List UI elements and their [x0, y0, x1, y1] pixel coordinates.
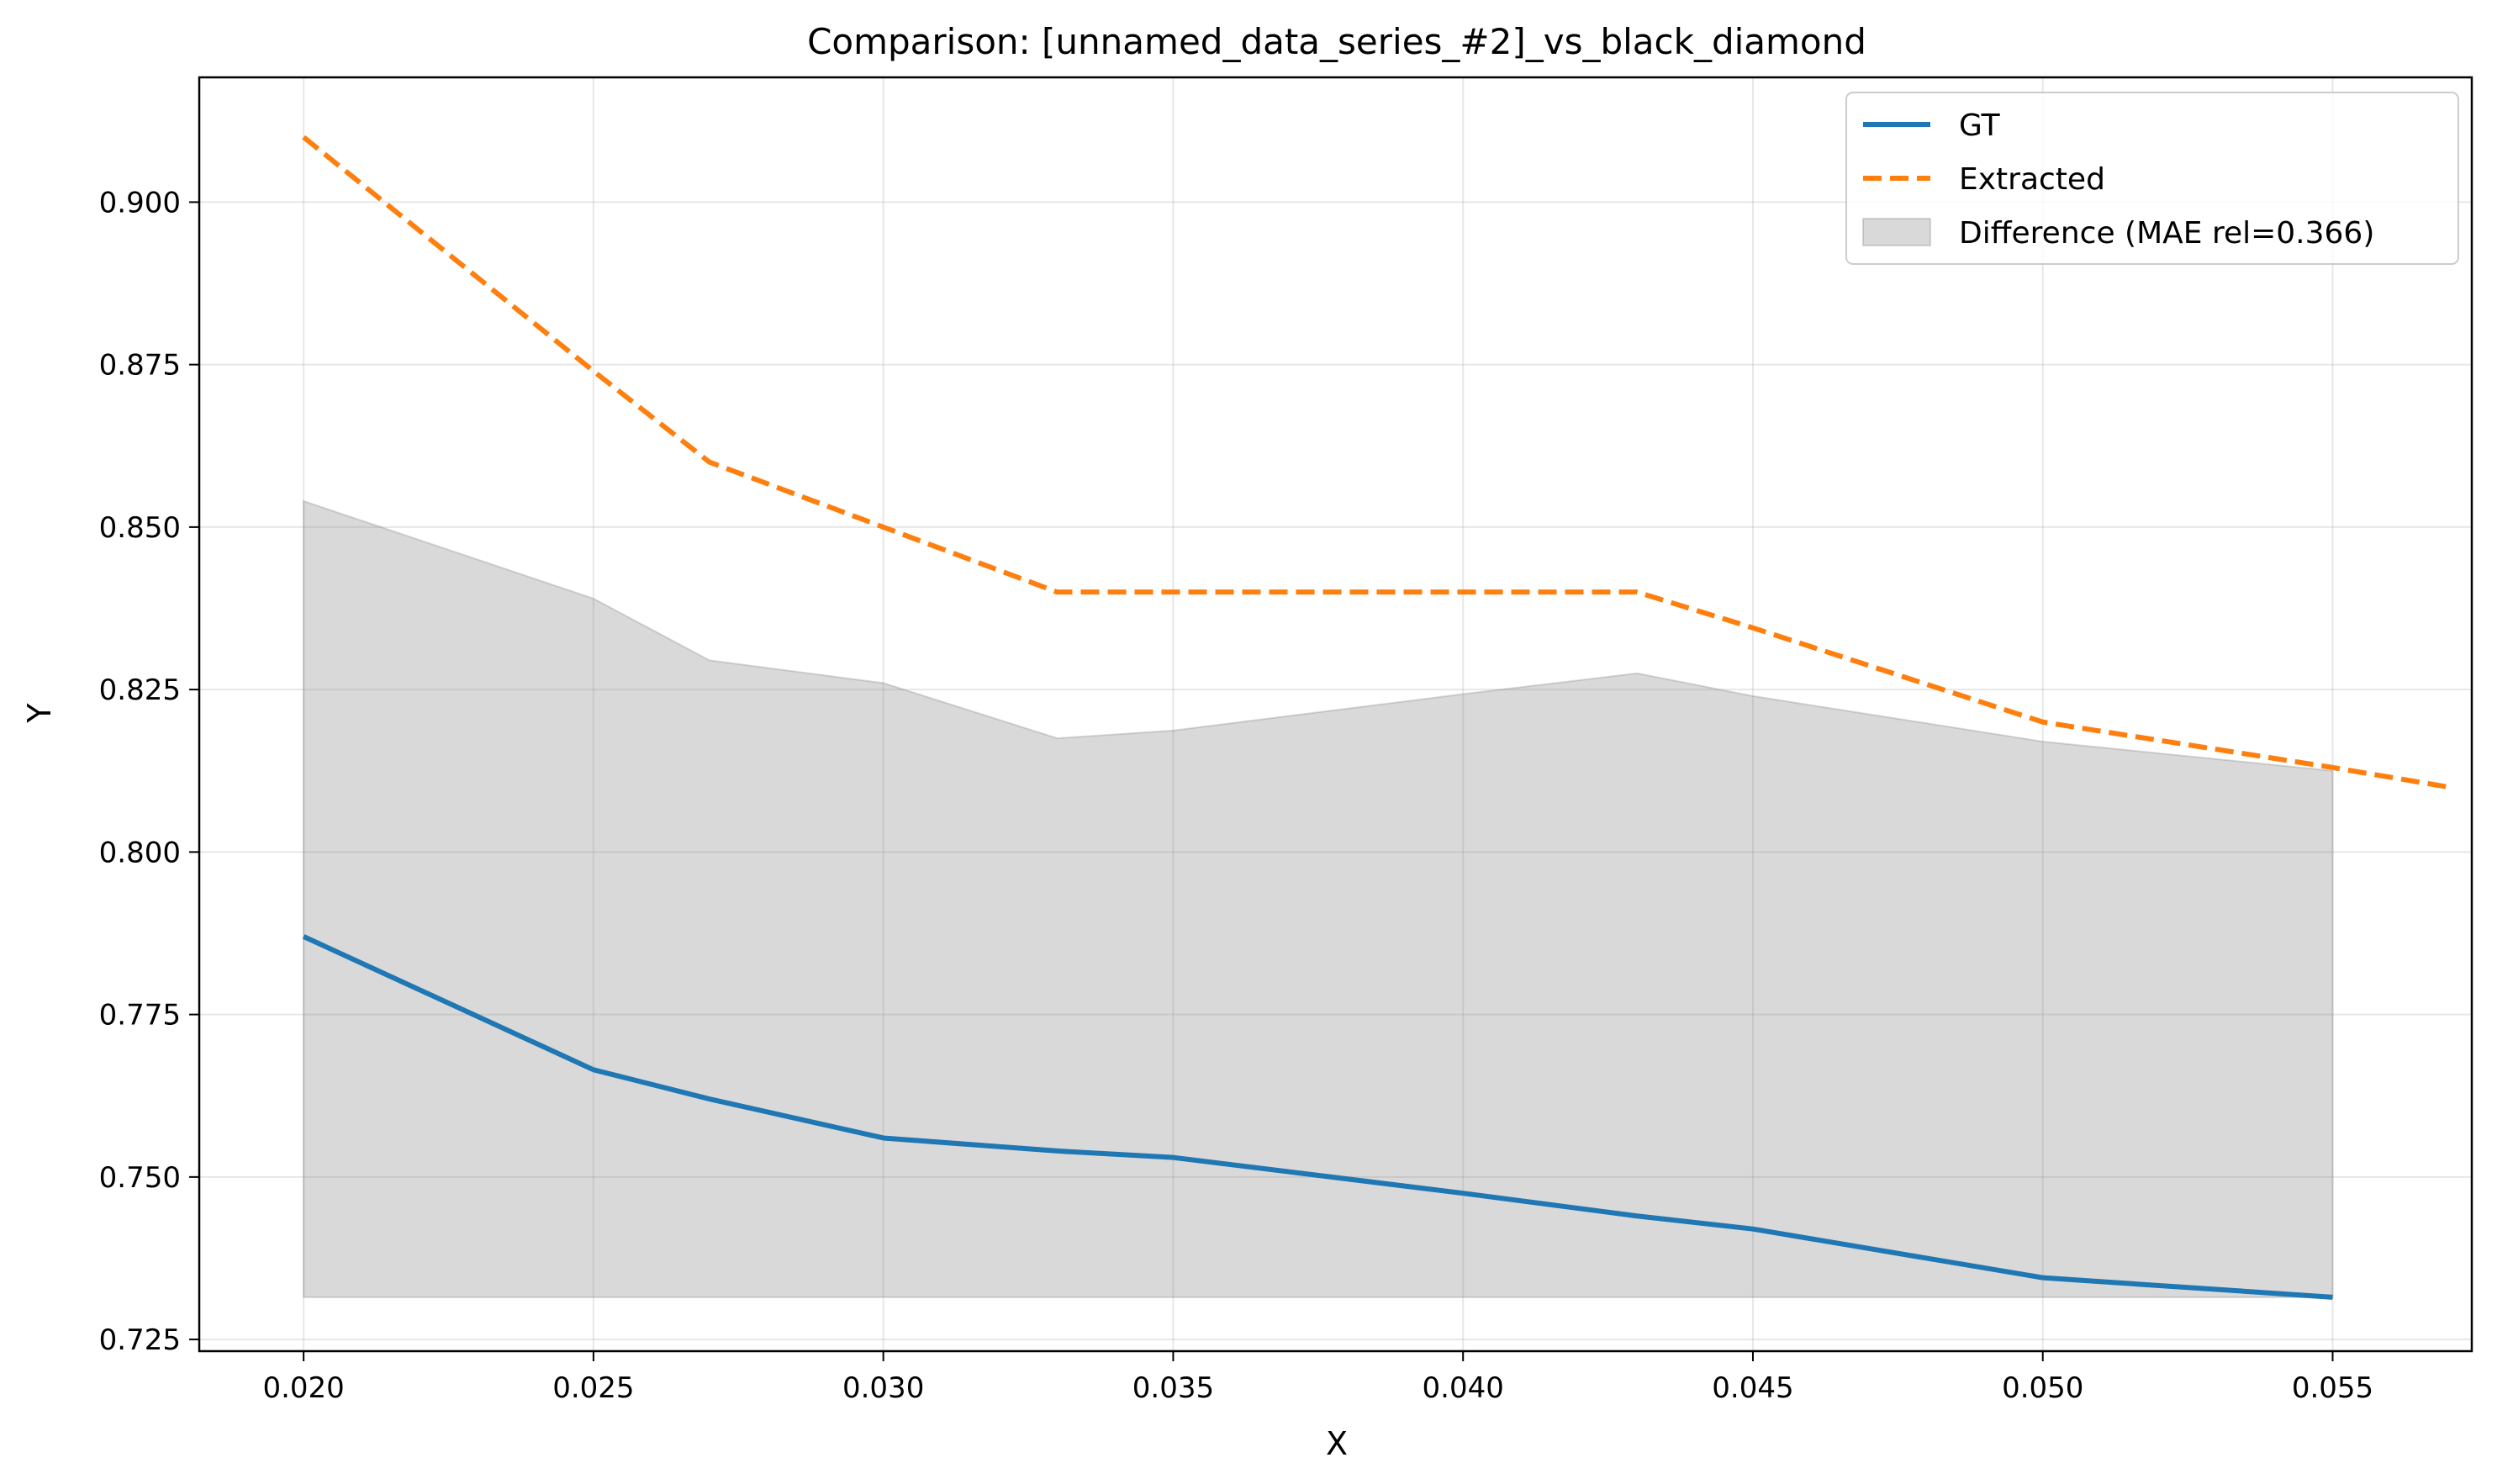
series-line-gt	[302, 934, 2333, 1300]
x-tick-label: 0.020	[262, 1371, 344, 1405]
x-tick-label: 0.040	[1423, 1371, 1504, 1405]
y-tick-label: 0.875	[99, 349, 181, 383]
y-tick-label: 0.900	[99, 186, 181, 219]
x-tick-label: 0.045	[1712, 1371, 1793, 1405]
legend-swatch-difference	[1862, 218, 1931, 246]
plot-frame	[198, 76, 2473, 1353]
legend-label-extracted: Extracted	[1959, 162, 2105, 197]
y-tick-label: 0.775	[99, 999, 181, 1032]
y-axis: 0.725 0.750 0.775 0.800 0.825 0.850 0.875 0.900	[99, 186, 199, 1357]
x-tick-label: 0.055	[2292, 1371, 2373, 1405]
x-tick-label: 0.050	[2002, 1371, 2083, 1405]
y-tick-label: 0.800	[99, 836, 181, 869]
plot-area	[199, 77, 2472, 1351]
x-tick-label: 0.030	[842, 1371, 924, 1405]
legend-box	[1845, 92, 2459, 265]
legend-label-gt: GT	[1959, 108, 2001, 143]
x-tick-label: 0.025	[552, 1371, 634, 1405]
y-tick-label: 0.825	[99, 673, 181, 707]
y-tick-label: 0.725	[99, 1323, 181, 1357]
chart-title: Comparison: [unnamed_data_series_#2]_vs_…	[807, 21, 1866, 62]
x-axis-label: X	[1326, 1425, 1348, 1462]
y-tick-label: 0.750	[99, 1161, 181, 1195]
x-axis: 0.020 0.025 0.030 0.035 0.040 0.045 0.050 0.055	[262, 1351, 2373, 1405]
legend-label-difference: Difference (MAE rel=0.366)	[1959, 216, 2374, 251]
legend: GT Extracted Difference (MAE rel=0.366)	[1845, 92, 2459, 265]
series-line-extracted	[302, 135, 2449, 790]
x-tick-label: 0.035	[1132, 1371, 1214, 1405]
y-tick-label: 0.850	[99, 511, 181, 545]
series-layer	[302, 135, 2449, 1300]
y-axis-label: Y	[21, 703, 58, 724]
